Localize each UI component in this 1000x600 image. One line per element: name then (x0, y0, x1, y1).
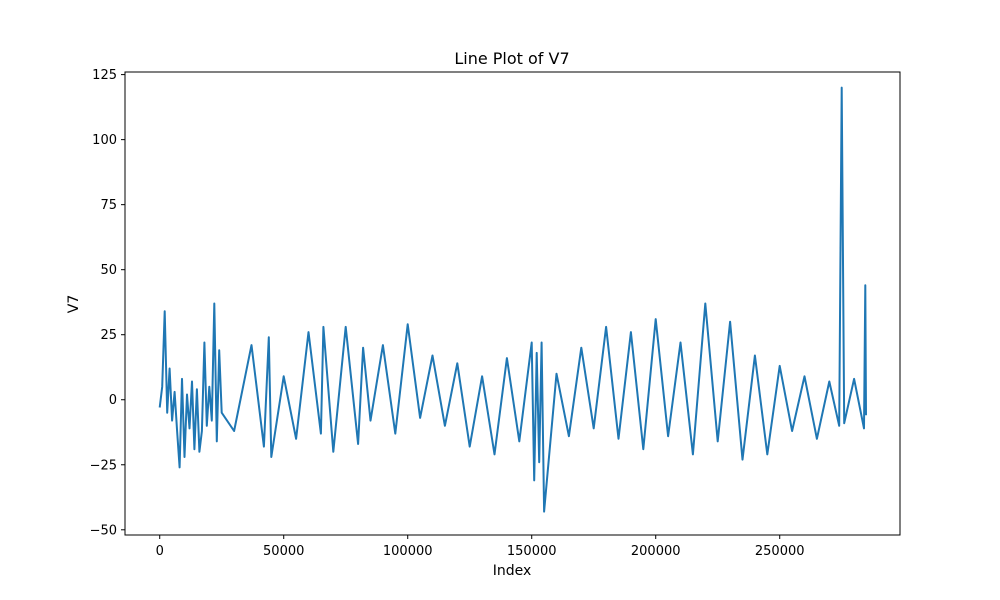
plot-area (160, 88, 866, 512)
x-axis: 0 50000 100000 150000 200000 250000 (156, 535, 805, 559)
y-tick-label: −25 (90, 458, 117, 473)
y-tick-label: −50 (90, 523, 117, 538)
x-axis-label: Index (493, 563, 532, 579)
chart-title: Line Plot of V7 (454, 49, 569, 68)
series-line (160, 88, 866, 512)
x-tick-label: 0 (156, 544, 164, 559)
y-axis: −50 −25 0 25 50 75 100 125 (90, 68, 125, 538)
x-tick-label: 100000 (383, 544, 433, 559)
y-tick-label: 25 (100, 328, 117, 343)
x-tick-label: 250000 (755, 544, 805, 559)
plot-frame (125, 72, 900, 535)
y-axis-label: V7 (66, 295, 82, 313)
y-tick-label: 125 (92, 68, 117, 83)
y-tick-label: 100 (92, 133, 117, 148)
y-tick-label: 0 (109, 393, 117, 408)
y-tick-label: 75 (100, 198, 117, 213)
y-tick-label: 50 (100, 263, 117, 278)
x-tick-label: 50000 (263, 544, 304, 559)
x-tick-label: 150000 (507, 544, 557, 559)
x-tick-label: 200000 (631, 544, 681, 559)
